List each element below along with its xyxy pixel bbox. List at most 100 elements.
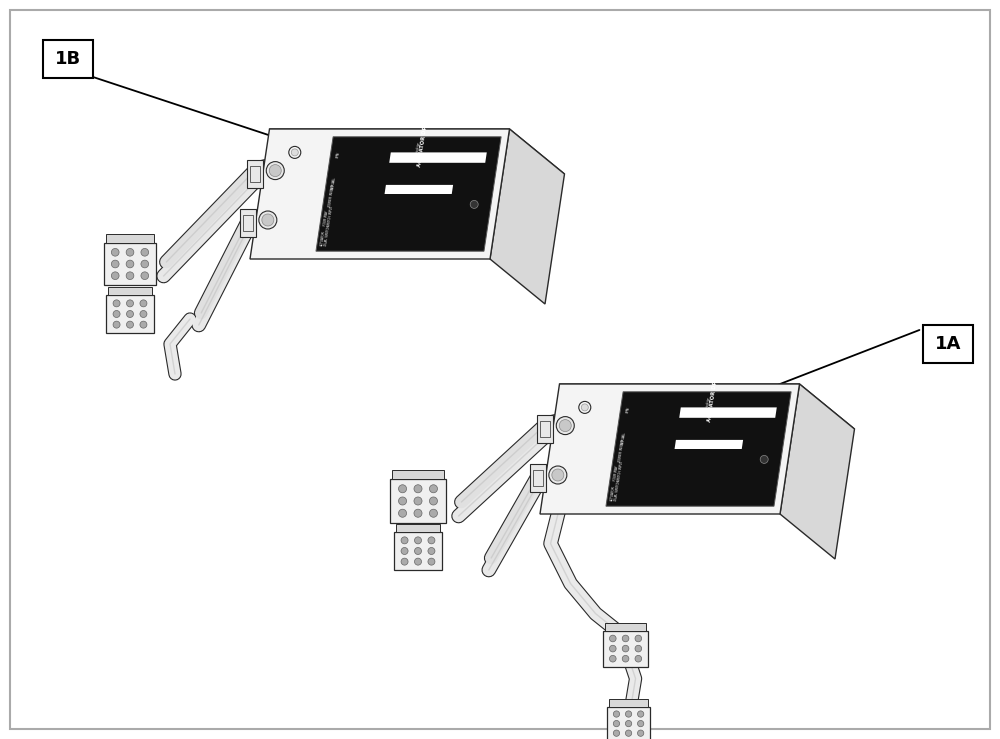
Polygon shape bbox=[389, 152, 487, 163]
Polygon shape bbox=[385, 185, 453, 194]
Circle shape bbox=[579, 401, 591, 413]
Circle shape bbox=[549, 466, 567, 484]
Circle shape bbox=[111, 260, 119, 268]
Bar bbox=[240, 209, 256, 237]
Polygon shape bbox=[560, 384, 854, 429]
Circle shape bbox=[126, 248, 134, 256]
Text: FOUR WAY
SWITCH INPUT: FOUR WAY SWITCH INPUT bbox=[323, 205, 334, 227]
Polygon shape bbox=[316, 137, 501, 251]
Text: quickie: quickie bbox=[415, 140, 421, 157]
Text: quickie: quickie bbox=[705, 395, 711, 412]
Circle shape bbox=[141, 248, 149, 256]
Polygon shape bbox=[104, 243, 156, 285]
Circle shape bbox=[127, 321, 134, 328]
Circle shape bbox=[126, 260, 134, 268]
Bar bbox=[243, 215, 253, 231]
Circle shape bbox=[625, 711, 632, 717]
Circle shape bbox=[635, 645, 642, 652]
Polygon shape bbox=[396, 524, 440, 532]
Circle shape bbox=[613, 730, 620, 736]
Text: POWER IN/OUT: POWER IN/OUT bbox=[618, 440, 625, 463]
Polygon shape bbox=[679, 407, 777, 418]
Circle shape bbox=[401, 537, 408, 544]
Text: POWER IN/OUT: POWER IN/OUT bbox=[328, 185, 335, 208]
Circle shape bbox=[113, 321, 120, 328]
Circle shape bbox=[638, 730, 644, 736]
Circle shape bbox=[414, 485, 422, 493]
Circle shape bbox=[111, 272, 119, 279]
Circle shape bbox=[113, 310, 120, 318]
Text: P/N: P/N bbox=[625, 406, 630, 413]
Circle shape bbox=[625, 721, 632, 726]
Circle shape bbox=[428, 558, 435, 565]
Polygon shape bbox=[106, 295, 154, 333]
Polygon shape bbox=[490, 129, 564, 304]
Text: 1A: 1A bbox=[935, 335, 961, 353]
Circle shape bbox=[625, 730, 632, 736]
Bar bbox=[530, 464, 546, 492]
Polygon shape bbox=[606, 392, 791, 506]
Circle shape bbox=[291, 149, 298, 156]
Circle shape bbox=[559, 420, 571, 432]
Polygon shape bbox=[607, 706, 650, 739]
Bar bbox=[923, 325, 973, 363]
Circle shape bbox=[429, 485, 437, 493]
Polygon shape bbox=[540, 384, 800, 514]
Circle shape bbox=[581, 404, 588, 411]
Circle shape bbox=[622, 645, 629, 652]
Circle shape bbox=[622, 655, 629, 662]
Circle shape bbox=[622, 635, 629, 641]
Text: ACTUATOR DRIVER: ACTUATOR DRIVER bbox=[417, 112, 431, 167]
Circle shape bbox=[140, 321, 147, 328]
Circle shape bbox=[140, 300, 147, 307]
Circle shape bbox=[414, 509, 422, 517]
Circle shape bbox=[613, 721, 620, 726]
Circle shape bbox=[635, 655, 642, 662]
Polygon shape bbox=[250, 129, 510, 259]
Bar bbox=[537, 415, 553, 443]
Circle shape bbox=[638, 721, 644, 726]
Circle shape bbox=[269, 165, 281, 177]
Text: SERIAL: SERIAL bbox=[330, 177, 336, 191]
Circle shape bbox=[262, 214, 274, 226]
Circle shape bbox=[638, 711, 644, 717]
Circle shape bbox=[556, 417, 574, 435]
Circle shape bbox=[289, 146, 301, 158]
Circle shape bbox=[141, 272, 149, 279]
Polygon shape bbox=[390, 479, 446, 523]
Circle shape bbox=[399, 509, 407, 517]
Polygon shape bbox=[108, 287, 152, 295]
Text: ACTUATOR DRIVER: ACTUATOR DRIVER bbox=[707, 367, 721, 422]
Polygon shape bbox=[780, 384, 854, 559]
Circle shape bbox=[552, 469, 564, 481]
Polygon shape bbox=[605, 623, 646, 630]
Circle shape bbox=[399, 497, 407, 505]
Text: SERIAL: SERIAL bbox=[620, 432, 626, 446]
Circle shape bbox=[609, 655, 616, 662]
Text: 1B: 1B bbox=[55, 50, 81, 68]
Circle shape bbox=[428, 548, 435, 554]
Bar bbox=[43, 40, 93, 78]
Polygon shape bbox=[106, 234, 154, 243]
Circle shape bbox=[470, 200, 478, 208]
Circle shape bbox=[111, 248, 119, 256]
Circle shape bbox=[609, 635, 616, 641]
Polygon shape bbox=[270, 129, 564, 174]
Polygon shape bbox=[394, 532, 442, 570]
Circle shape bbox=[415, 548, 422, 554]
Bar bbox=[540, 420, 550, 437]
Circle shape bbox=[429, 509, 437, 517]
Circle shape bbox=[126, 272, 134, 279]
Circle shape bbox=[259, 211, 277, 229]
Circle shape bbox=[609, 645, 616, 652]
Bar bbox=[250, 166, 260, 182]
Bar bbox=[247, 160, 263, 188]
Circle shape bbox=[127, 310, 134, 318]
Circle shape bbox=[266, 162, 284, 180]
Bar bbox=[533, 470, 543, 486]
Polygon shape bbox=[392, 470, 444, 479]
Text: P/N: P/N bbox=[335, 151, 340, 158]
Circle shape bbox=[415, 558, 422, 565]
Circle shape bbox=[428, 537, 435, 544]
Circle shape bbox=[141, 260, 149, 268]
